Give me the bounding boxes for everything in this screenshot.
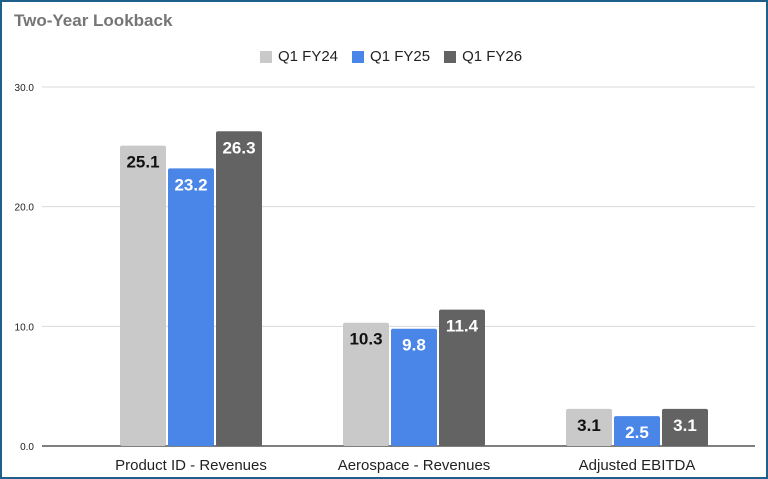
- bar: [662, 408, 708, 446]
- bar: [566, 408, 612, 446]
- data-label: 10.3: [349, 330, 382, 349]
- bar: [614, 416, 660, 446]
- legend-label: Q1 FY26: [462, 48, 523, 65]
- legend-item-fy24: Q1 FY24: [260, 48, 338, 65]
- bar: [439, 309, 485, 446]
- bar: [391, 328, 437, 446]
- legend-swatch: [352, 50, 365, 63]
- chart-title: Two-Year Lookback: [14, 11, 173, 30]
- data-label: 2.5: [625, 423, 649, 442]
- data-label: 23.2: [174, 175, 207, 194]
- y-tick-label: 20.0: [15, 203, 35, 214]
- data-label: 9.8: [402, 336, 426, 355]
- legend: Q1 FY24 Q1 FY25 Q1 FY26: [260, 48, 522, 65]
- data-label: 3.1: [673, 416, 697, 435]
- bar: [216, 131, 262, 446]
- x-tick-label: Adjusted EBITDA: [579, 457, 696, 474]
- data-label: 3.1: [577, 416, 601, 435]
- legend-label: Q1 FY25: [370, 48, 431, 65]
- legend-label: Q1 FY24: [278, 48, 339, 65]
- bar: [120, 145, 166, 447]
- y-tick-label: 0.0: [20, 442, 34, 453]
- y-tick-label: 30.0: [15, 83, 35, 94]
- bar: [168, 168, 214, 446]
- legend-item-fy25: Q1 FY25: [352, 48, 430, 65]
- data-label: 11.4: [446, 317, 479, 336]
- y-tick-label: 10.0: [15, 322, 35, 333]
- bar: [343, 322, 389, 446]
- x-tick-label: Product ID - Revenues: [115, 457, 267, 474]
- x-tick-label: Aerospace - Revenues: [338, 457, 491, 474]
- legend-item-fy26: Q1 FY26: [444, 48, 522, 65]
- data-label: 25.1: [126, 153, 159, 172]
- legend-swatch: [260, 50, 272, 63]
- legend-swatch: [444, 50, 457, 63]
- data-label: 26.3: [222, 138, 255, 157]
